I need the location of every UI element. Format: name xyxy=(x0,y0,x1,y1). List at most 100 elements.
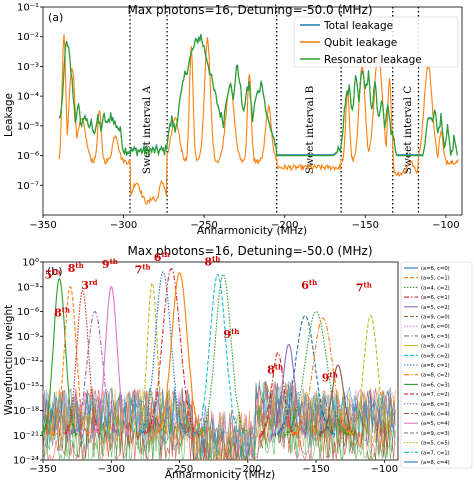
x-tick-label-a: −350 xyxy=(29,220,56,231)
order-number: 7 xyxy=(135,264,143,277)
x-tick-label-b: −200 xyxy=(234,464,261,475)
legend-box-b xyxy=(400,261,473,469)
panel-a: (a) Sweet interval A Sweet interval B Swee… xyxy=(3,3,463,237)
legend-label-qubit: Qubit leakage xyxy=(324,37,397,49)
order-label: 9th xyxy=(322,371,338,385)
order-suffix: th xyxy=(275,362,283,371)
sweet-interval-label: Sweet interval C xyxy=(402,86,414,175)
legend-label-b: (a=9, c=2) xyxy=(421,353,450,359)
title-b: Max photons=16, Detuning=-50.0 (MHz) xyxy=(127,244,372,258)
legend-label-b: (a=6, c=0) xyxy=(421,266,450,272)
wavefunction-peak xyxy=(70,310,120,438)
order-suffix: th xyxy=(62,305,70,314)
wavefunction-peak xyxy=(193,273,242,439)
order-suffix: rd xyxy=(89,278,98,287)
y-tick-label-b: 10⁻⁹ xyxy=(17,332,39,343)
order-number: 5 xyxy=(45,269,53,282)
y-tick-label-a: 10⁻³ xyxy=(17,62,39,73)
order-number: 8 xyxy=(267,363,275,376)
wavefunction-peak xyxy=(319,364,356,437)
wavefunction-peak xyxy=(138,271,188,437)
order-label: 9th xyxy=(223,327,239,341)
x-axis-label-b: Anharmonicity (MHz) xyxy=(165,469,275,481)
order-suffix: th xyxy=(52,268,60,277)
order-label: 7th xyxy=(356,281,372,295)
x-tick-label-a: −150 xyxy=(352,220,379,231)
legend-label-b: (a=8, c=1) xyxy=(421,363,450,369)
y-tick-label-b: 10⁰ xyxy=(22,258,39,269)
legend-label-total: Total leakage xyxy=(323,20,393,32)
y-tick-label-a: 10⁻⁴ xyxy=(17,92,39,103)
order-number: 8 xyxy=(68,262,76,275)
y-axis-label-b: Wavefunction weight xyxy=(3,305,15,415)
wavefunction-peak xyxy=(259,352,296,438)
order-suffix: th xyxy=(142,263,150,272)
legend-label-b: (a=8, c=0) xyxy=(421,324,450,330)
x-tick-label-b: −300 xyxy=(98,464,125,475)
legend-label-b: (a=5, c=1) xyxy=(421,276,450,282)
y-tick-label-b: 10⁻²⁴ xyxy=(13,456,39,467)
x-tick-label-a: −300 xyxy=(110,220,137,231)
y-tick-label-b: 10⁻¹⁸ xyxy=(13,406,39,417)
order-number: 8 xyxy=(204,255,212,268)
legend-label-b: (a=8, c=3) xyxy=(421,402,450,408)
order-suffix: th xyxy=(231,327,239,336)
wavefunction-peak xyxy=(51,285,89,436)
order-number: 9 xyxy=(322,372,330,385)
x-tick-label-a: −100 xyxy=(432,220,459,231)
wavefunction-peak xyxy=(198,273,248,436)
order-number: 6 xyxy=(301,279,309,292)
order-number: 9 xyxy=(102,258,110,271)
legend-label-b: (a=6, c=3) xyxy=(421,382,450,388)
legend-label-b: (a=8, c=4) xyxy=(421,460,450,466)
noise-trace xyxy=(42,411,396,461)
x-tick-label-b: −250 xyxy=(166,464,193,475)
y-tick-label-b: 10⁻³ xyxy=(17,282,39,293)
order-label: 6th xyxy=(154,250,170,264)
noise-trace xyxy=(42,397,396,461)
wavefunction-peak xyxy=(349,315,392,437)
noise-trace xyxy=(42,408,396,461)
legend-label-b: (a=8, c=2) xyxy=(421,373,450,379)
legend-b: (a=6, c=0) (a=5, c=1) (a=4, c=2) (a=6, c=1)… xyxy=(400,261,473,469)
legend-box-a xyxy=(293,16,459,68)
order-number: 8 xyxy=(54,306,62,319)
legend-label-b: (a=4, c=2) xyxy=(421,285,450,291)
legend-label-b: (a=7, c=2) xyxy=(421,392,450,398)
wavefunction-peak xyxy=(64,290,102,437)
order-label: 6th xyxy=(301,278,317,292)
wavefunction-peak xyxy=(292,317,353,437)
wavefunction-peaks xyxy=(41,268,392,439)
y-tick-label-a: 10⁻⁵ xyxy=(17,121,39,132)
order-number: 9 xyxy=(223,328,231,341)
order-label: 5th xyxy=(45,268,61,282)
panel-label-b: (b) xyxy=(47,265,63,278)
y-axis-label-a: Leakage xyxy=(3,93,15,137)
y-tick-label-a: 10⁻² xyxy=(17,32,39,43)
legend-label-b: (a=9, c=1) xyxy=(421,344,450,350)
wavefunction-peak xyxy=(143,268,199,438)
x-axis-label-a: Anharmonicity (MHz) xyxy=(197,225,307,237)
x-ticks-b: −350 −300 −250 −200 −150 −100 xyxy=(29,460,398,475)
order-suffix: th xyxy=(212,254,220,263)
title-a: Max photons=16, Detuning=-50.0 (MHz) xyxy=(127,3,372,17)
wavefunction-peak xyxy=(274,315,336,438)
order-label: 7th xyxy=(135,263,151,277)
sweet-interval-label: Sweet interval B xyxy=(304,86,316,175)
order-label: 8th xyxy=(68,261,84,275)
order-number: 7 xyxy=(356,282,364,295)
y-tick-label-a: 10⁻⁷ xyxy=(17,181,39,192)
x-tick-label-b: −150 xyxy=(302,464,329,475)
y-ticks-a: 10⁻¹ 10⁻² 10⁻³ 10⁻⁴ 10⁻⁵ 10⁻⁶ 10⁻⁷ xyxy=(17,3,43,192)
legend-label-resonator: Resonator leakage xyxy=(324,54,422,66)
sweet-interval-label: Sweet interval A xyxy=(141,85,153,174)
wavefunction-peak xyxy=(282,310,350,437)
legend-a: Total leakage Qubit leakage Resonator le… xyxy=(293,16,459,68)
wavefunction-peak xyxy=(154,272,205,438)
plot-frame-a xyxy=(42,6,463,216)
order-label: 8th xyxy=(267,362,283,376)
order-suffix: th xyxy=(309,278,317,287)
legend-label-b: (a=7, c=1) xyxy=(421,450,450,456)
